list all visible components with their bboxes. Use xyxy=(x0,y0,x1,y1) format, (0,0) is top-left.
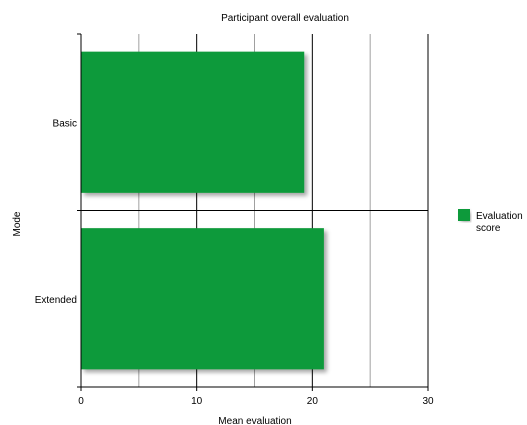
legend-swatch xyxy=(458,209,470,221)
x-tick-label: 20 xyxy=(307,396,319,407)
bars xyxy=(81,51,324,370)
x-tick-label: 10 xyxy=(191,396,203,407)
y-tick-label: Basic xyxy=(53,118,77,129)
bar-extended xyxy=(81,228,324,370)
y-tick-label: Extended xyxy=(35,295,77,306)
legend-label-line1: Evaluation xyxy=(476,211,523,222)
y-axis-label: Mode xyxy=(12,211,23,236)
chart-title: Participant overall evaluation xyxy=(221,13,349,24)
x-axis-label: Mean evaluation xyxy=(218,416,291,425)
axes: Basic Extended 0 10 20 30 xyxy=(35,33,434,407)
bar-basic xyxy=(81,51,305,193)
x-tick-label: 0 xyxy=(78,396,84,407)
x-tick-label: 30 xyxy=(422,396,434,407)
legend-label-line2: score xyxy=(476,223,501,234)
